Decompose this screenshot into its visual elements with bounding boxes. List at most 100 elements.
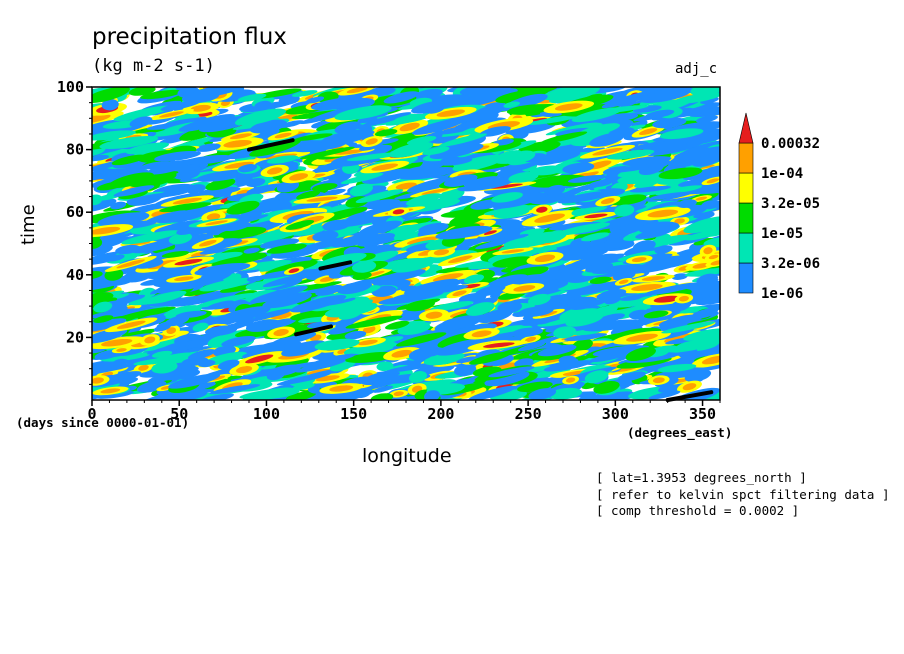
field-patch — [596, 105, 649, 114]
field-patch — [661, 321, 715, 334]
field-patch — [92, 87, 130, 104]
field-core — [391, 349, 413, 358]
field-patch — [671, 273, 688, 280]
field-patch — [125, 142, 170, 155]
field-patch — [617, 371, 646, 382]
field-patch — [243, 247, 260, 254]
field-core — [483, 230, 497, 235]
field-patch — [92, 198, 117, 213]
field-patch — [391, 290, 444, 302]
field-patch — [695, 293, 720, 306]
field-core — [678, 295, 689, 302]
field-patch — [597, 313, 625, 323]
field-patch — [612, 221, 649, 230]
field-patch — [111, 154, 147, 166]
field-patch — [622, 156, 672, 167]
field-core — [92, 114, 111, 124]
field-core — [425, 311, 443, 319]
field-patch — [256, 318, 297, 331]
field-core — [565, 377, 576, 383]
field-core — [447, 255, 473, 264]
field-patch — [92, 237, 103, 249]
field-core — [501, 249, 525, 254]
field-patch — [592, 345, 650, 357]
field-patch — [209, 384, 261, 395]
field-patch — [441, 337, 500, 353]
field-patch — [639, 89, 691, 103]
field-core — [471, 330, 492, 338]
axis-ticks: 0 50 100 150 200 250 300 350 20 40 60 80 100 — [57, 78, 721, 423]
field-patch — [278, 94, 300, 105]
field-patch — [385, 362, 440, 373]
field-core — [708, 254, 719, 260]
field-patch — [479, 126, 511, 137]
field-patch — [183, 154, 234, 165]
field-patch — [564, 333, 608, 342]
field-core — [144, 336, 156, 344]
field-patch — [237, 93, 267, 102]
field-patch — [357, 233, 396, 247]
field-core — [641, 276, 666, 281]
field-core — [406, 236, 439, 245]
field-patch — [584, 370, 609, 384]
field-core — [682, 383, 697, 391]
field-patch — [285, 219, 315, 230]
field-core — [393, 391, 404, 396]
field-patch — [197, 359, 216, 368]
field-patch — [484, 371, 530, 387]
y-tick-label: 40 — [66, 266, 84, 284]
field-patch — [204, 325, 238, 336]
field-patch — [420, 379, 457, 389]
field-patch — [140, 161, 174, 170]
field-patch — [459, 117, 507, 129]
field-core — [692, 262, 710, 269]
field-patch — [246, 185, 274, 195]
field-patch — [345, 351, 398, 363]
field-patch — [385, 320, 410, 330]
field-core — [190, 104, 211, 112]
field-patch — [161, 250, 190, 258]
field-patch — [355, 189, 404, 203]
field-patch — [689, 107, 720, 118]
field-patch — [214, 306, 271, 324]
field-patch — [440, 208, 495, 218]
field-patch — [311, 183, 338, 192]
field-patch — [607, 127, 635, 139]
field-core — [236, 366, 253, 374]
field-patch — [528, 388, 557, 400]
field-patch — [514, 358, 534, 368]
field-patch — [527, 293, 551, 306]
field-patch — [572, 338, 593, 352]
field-core — [274, 132, 292, 139]
field-patch — [246, 275, 264, 282]
colorbar-level-label: 3.2e-06 — [761, 256, 820, 272]
run-label: adj_c — [675, 61, 718, 77]
field-patch — [168, 373, 221, 389]
field-patch — [178, 114, 236, 132]
field-patch — [281, 340, 327, 357]
field-core — [399, 122, 420, 132]
field-patch — [153, 209, 206, 224]
field-core — [172, 197, 202, 205]
field-patch — [691, 154, 720, 167]
field-patch — [403, 164, 443, 173]
field-patch — [361, 168, 414, 184]
field-patch — [589, 276, 612, 284]
field-core — [229, 133, 252, 140]
field-patch — [92, 194, 103, 206]
field-patch — [187, 349, 216, 360]
x-tick-label: 0 — [87, 405, 96, 423]
field-core — [116, 320, 146, 329]
field-patch — [422, 146, 450, 156]
field-core — [452, 290, 467, 297]
field-core — [631, 257, 647, 263]
field-patch — [249, 138, 301, 157]
field-patch — [146, 121, 192, 130]
field-patch — [92, 278, 125, 291]
field-patch — [541, 87, 597, 101]
field-patch — [411, 88, 443, 102]
field-patch — [337, 281, 372, 295]
field-patch — [176, 271, 233, 290]
field-patch — [383, 91, 420, 104]
